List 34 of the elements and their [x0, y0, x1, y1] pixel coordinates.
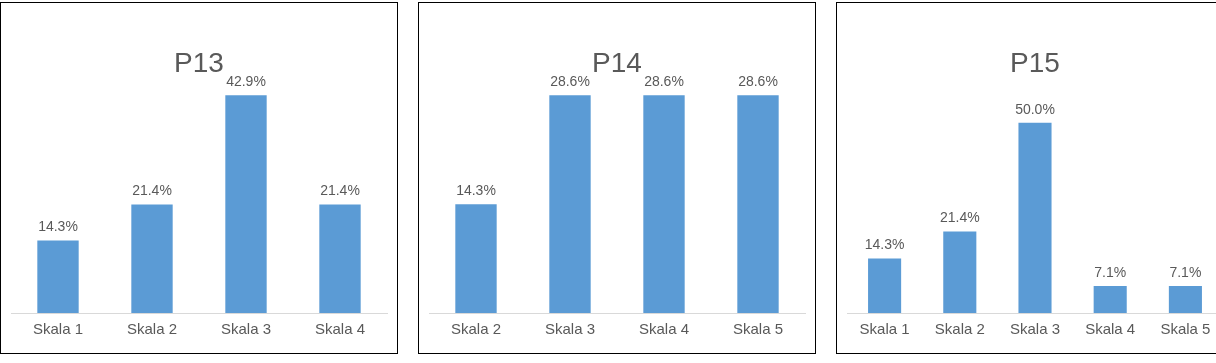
- bar: [1093, 285, 1127, 313]
- data-label: 50.0%: [1015, 100, 1055, 117]
- data-label: 7.1%: [1169, 263, 1202, 280]
- chart-title: P15: [1010, 46, 1060, 78]
- x-tick-label: Skala 5: [732, 320, 784, 338]
- x-tick-label: Skala 2: [934, 320, 985, 338]
- bar: [1018, 122, 1052, 313]
- x-tick-label: Skala 2: [126, 320, 178, 338]
- chart-title: P13: [174, 46, 224, 78]
- bar: [1168, 285, 1202, 313]
- data-label: 28.6%: [644, 73, 684, 90]
- data-label: 14.3%: [456, 181, 496, 198]
- bar: [943, 231, 977, 313]
- x-tick-label: Skala 5: [1160, 320, 1211, 338]
- data-label: 21.4%: [939, 209, 980, 226]
- x-tick-label: Skala 2: [450, 320, 502, 338]
- data-label: 21.4%: [132, 182, 172, 199]
- x-tick-label: Skala 4: [314, 320, 366, 338]
- x-tick-label: Skala 4: [1085, 320, 1136, 338]
- data-label: 14.3%: [864, 236, 905, 253]
- data-label: 14.3%: [38, 218, 78, 235]
- x-tick-label: Skala 1: [859, 320, 910, 338]
- x-tick-label: Skala 3: [220, 320, 272, 338]
- data-label: 21.4%: [320, 182, 360, 199]
- data-label: 28.6%: [550, 73, 590, 90]
- data-label: 42.9%: [226, 73, 266, 90]
- data-label: 28.6%: [738, 73, 778, 90]
- chart-title: P14: [592, 46, 642, 78]
- x-tick-label: Skala 4: [638, 320, 690, 338]
- bar: [868, 258, 902, 313]
- data-label: 7.1%: [1094, 263, 1127, 280]
- x-tick-label: Skala 1: [32, 320, 84, 338]
- x-tick-label: Skala 3: [1009, 320, 1061, 338]
- x-tick-label: Skala 3: [544, 320, 596, 338]
